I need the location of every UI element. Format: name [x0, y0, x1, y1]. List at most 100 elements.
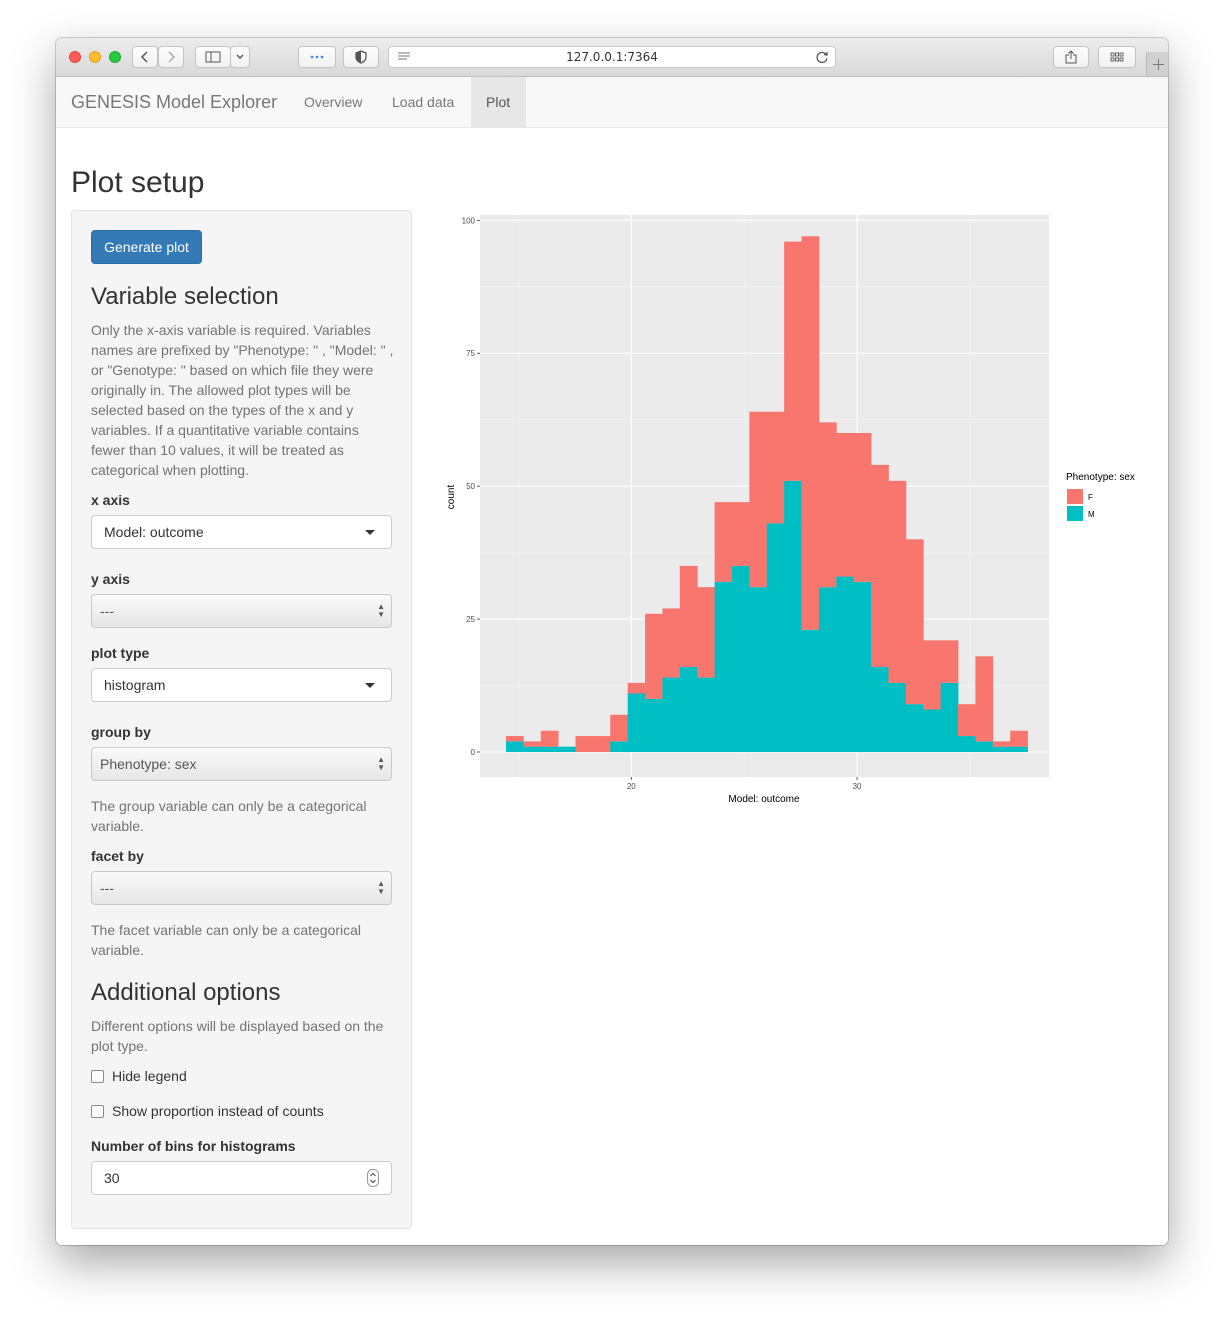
chevron-down-icon — [236, 54, 244, 59]
histogram-bar-f — [784, 241, 802, 481]
nav-load-data[interactable]: Load data — [392, 94, 455, 110]
plot-type-label: plot type — [91, 645, 150, 661]
sidebar-toggle-button[interactable] — [195, 46, 231, 68]
histogram-bar-m — [853, 581, 872, 753]
histogram-bar-f — [975, 656, 994, 742]
zoom-window-button[interactable] — [109, 51, 121, 63]
histogram-bar-f — [645, 613, 663, 699]
histogram-bar-f — [662, 608, 681, 678]
histogram-bar-f — [871, 464, 889, 667]
histogram-bar-f — [1010, 730, 1028, 747]
histogram-bar-m — [766, 523, 785, 753]
x-axis-select[interactable]: Model: outcome — [91, 515, 392, 549]
facet-by-value: --- — [100, 880, 114, 896]
additional-options-help: Different options will be displayed base… — [91, 1018, 384, 1054]
minimize-window-button[interactable] — [89, 51, 101, 63]
reload-icon[interactable] — [816, 51, 829, 64]
browser-titlebar: 127.0.0.1:7364 — [56, 38, 1168, 77]
histogram-bar-m — [731, 565, 750, 753]
histogram-bar-f — [836, 432, 855, 577]
histogram-bar-f — [679, 565, 698, 667]
x-axis-value: Model: outcome — [104, 524, 204, 540]
histogram-bar-f — [818, 422, 837, 588]
histogram-bar-m — [801, 629, 820, 753]
legend-key-m — [1067, 506, 1083, 521]
group-by-label: group by — [91, 724, 151, 740]
share-button[interactable] — [1053, 46, 1089, 68]
url-text: 127.0.0.1:7364 — [566, 50, 658, 64]
histogram-bar-m — [958, 736, 976, 753]
checkbox-icon[interactable] — [91, 1069, 104, 1083]
bins-input[interactable]: 30 — [91, 1161, 392, 1195]
address-bar[interactable]: 127.0.0.1:7364 — [388, 46, 836, 68]
histogram-bar-f — [749, 411, 768, 588]
histogram-bar-m — [784, 480, 802, 753]
nav-plot[interactable]: Plot — [471, 77, 526, 127]
tabs-overview-button[interactable] — [1098, 46, 1136, 68]
checkbox-icon[interactable] — [91, 1104, 104, 1118]
new-tab-button[interactable] — [1146, 52, 1168, 76]
group-by-select[interactable]: Phenotype: sex ▲ ▼ — [91, 747, 392, 781]
dots-icon — [310, 55, 324, 59]
histogram-bar-f — [523, 741, 542, 747]
histogram-bar-f — [592, 736, 611, 753]
app-brand[interactable]: GENESIS Model Explorer — [71, 92, 278, 112]
histogram-bar-f — [766, 411, 785, 524]
y-tick-label: 50 — [466, 482, 475, 491]
chevron-left-icon — [140, 51, 148, 63]
histogram-bar-f — [940, 640, 959, 683]
histogram-bar-f — [610, 714, 629, 742]
histogram-bar-m — [679, 666, 698, 753]
legend-label-m: M — [1088, 510, 1095, 519]
caret-down-icon — [365, 683, 375, 688]
histogram-bar-f — [714, 502, 733, 582]
histogram-bar-f — [731, 502, 750, 566]
histogram-bar-f — [853, 432, 872, 582]
histogram-bar-m — [610, 741, 629, 753]
close-window-button[interactable] — [69, 51, 81, 63]
privacy-button[interactable] — [343, 46, 379, 68]
y-tick-label: 75 — [466, 349, 475, 358]
y-tick-label: 100 — [462, 216, 476, 225]
navbar: GENESIS Model Explorer Overview Load dat… — [56, 77, 1168, 128]
x-tick-label: 20 — [627, 782, 636, 791]
y-axis-select[interactable]: --- ▲ ▼ — [91, 594, 392, 628]
histogram-bar-f — [540, 730, 559, 747]
x-axis-title: Model: outcome — [728, 794, 800, 805]
histogram-bar-m — [923, 709, 942, 753]
share-icon — [1065, 50, 1077, 64]
histogram-bar-m — [1010, 746, 1028, 753]
histogram-bar-m — [905, 704, 924, 753]
sidebar-menu-button[interactable] — [230, 46, 250, 68]
browser-window: 127.0.0.1:7364 GENESIS Model Explorer Ov… — [56, 38, 1168, 1245]
show-proportion-label: Show proportion instead of counts — [112, 1103, 324, 1119]
show-proportion-checkbox[interactable]: Show proportion instead of counts — [91, 1103, 324, 1119]
facet-by-select[interactable]: --- ▲ ▼ — [91, 871, 392, 905]
x-axis-label: x axis — [91, 492, 130, 508]
extension-button[interactable] — [298, 46, 336, 68]
spinner-icon[interactable] — [367, 1169, 379, 1187]
legend-key-f — [1067, 489, 1083, 504]
histogram-bars — [505, 236, 1028, 753]
plot-type-select[interactable]: histogram — [91, 668, 392, 702]
reader-icon — [398, 52, 410, 60]
forward-button[interactable] — [158, 46, 184, 68]
histogram-bar-m — [992, 746, 1011, 753]
histogram-bar-m — [714, 581, 733, 753]
variable-selection-heading: Variable selection — [91, 283, 279, 310]
histogram-bar-m — [627, 693, 646, 753]
hide-legend-checkbox[interactable]: Hide legend — [91, 1068, 187, 1084]
histogram-bar-m — [940, 682, 959, 753]
legend-label-f: F — [1088, 493, 1093, 502]
histogram-bar-m — [558, 746, 576, 753]
histogram-bar-f — [992, 741, 1011, 747]
nav-overview[interactable]: Overview — [304, 94, 363, 110]
plus-icon — [1152, 58, 1164, 70]
y-axis-title: count — [446, 485, 457, 510]
hide-legend-label: Hide legend — [112, 1068, 187, 1084]
generate-plot-button[interactable]: Generate plot — [91, 230, 202, 264]
histogram-bar-m — [523, 746, 542, 753]
back-button[interactable] — [132, 46, 158, 68]
page-title: Plot setup — [71, 166, 205, 199]
